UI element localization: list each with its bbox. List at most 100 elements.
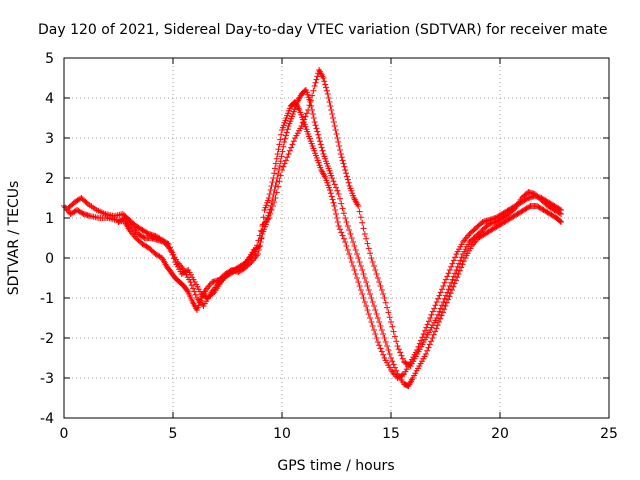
data-point <box>338 154 345 161</box>
data-point <box>320 75 327 81</box>
data-point <box>279 167 285 173</box>
data-point <box>442 303 449 309</box>
data-point <box>446 293 453 300</box>
data-point <box>425 344 432 351</box>
data-point <box>339 205 346 212</box>
data-point <box>330 178 337 185</box>
data-point <box>83 199 90 206</box>
data-point <box>339 232 346 239</box>
y-tick-label: 2 <box>45 171 54 187</box>
x-tick-label: 25 <box>600 426 618 442</box>
data-point <box>273 189 280 196</box>
data-point <box>333 215 340 221</box>
data-point <box>368 319 375 325</box>
y-tick-label: 3 <box>45 131 54 147</box>
data-point <box>440 283 447 289</box>
data-point <box>288 144 295 151</box>
data-point <box>352 247 359 253</box>
data-point <box>452 270 459 277</box>
data-point <box>325 95 332 101</box>
data-point <box>332 207 339 213</box>
x-tick-label: 5 <box>169 426 178 442</box>
data-point <box>359 267 366 273</box>
data-point <box>321 78 328 85</box>
data-point <box>290 138 297 145</box>
data-point <box>367 291 374 297</box>
data-point <box>303 110 310 117</box>
data-point <box>257 243 264 249</box>
data-point <box>254 242 261 249</box>
data-point <box>355 203 362 209</box>
data-point <box>440 299 447 305</box>
data-point <box>524 195 531 202</box>
data-point <box>376 319 383 325</box>
data-point <box>445 270 452 277</box>
data-point <box>346 251 353 257</box>
data-point <box>372 331 379 337</box>
data-point <box>453 267 460 273</box>
data-point <box>376 342 383 349</box>
data-point <box>330 119 337 125</box>
data-point <box>332 127 339 133</box>
data-point <box>364 240 371 247</box>
data-point <box>399 371 406 378</box>
data-point <box>255 251 262 257</box>
data-point <box>377 345 384 352</box>
data-point <box>282 157 289 164</box>
data-point <box>458 264 465 271</box>
data-point <box>344 176 351 183</box>
data-point <box>374 339 381 345</box>
data-point <box>140 234 147 241</box>
data-point <box>374 315 381 321</box>
data-point <box>271 170 278 177</box>
data-point <box>361 275 368 281</box>
data-point <box>192 291 199 298</box>
data-point <box>436 292 443 299</box>
data-point <box>558 211 565 217</box>
data-point <box>338 229 345 236</box>
data-point <box>338 200 345 207</box>
data-point <box>425 318 432 325</box>
data-point <box>437 315 444 322</box>
data-point <box>190 285 197 292</box>
data-point <box>357 214 364 221</box>
data-point <box>397 349 404 356</box>
data-point <box>289 141 296 148</box>
data-point <box>437 289 444 296</box>
data-point <box>436 308 443 315</box>
x-tick-label: 10 <box>273 426 291 442</box>
data-point <box>355 255 362 261</box>
data-point <box>380 351 387 358</box>
data-point <box>285 151 292 157</box>
data-point <box>357 287 364 293</box>
data-point <box>432 302 439 309</box>
data-point <box>272 195 279 201</box>
data-point <box>265 195 272 201</box>
data-point <box>365 311 372 317</box>
data-point <box>364 283 371 289</box>
data-point <box>420 331 427 337</box>
data-point <box>324 91 331 97</box>
y-tick-label: -2 <box>40 331 54 347</box>
data-point <box>331 203 338 209</box>
data-point <box>429 335 436 341</box>
data-point <box>368 255 375 261</box>
data-point <box>260 214 267 221</box>
x-axis-label: GPS time / hours <box>277 458 394 474</box>
data-point <box>341 163 348 170</box>
data-point <box>424 321 431 328</box>
data-point <box>361 299 368 305</box>
data-point <box>351 243 358 249</box>
data-point <box>314 73 321 80</box>
data-point <box>352 271 359 277</box>
data-point <box>342 239 349 245</box>
data-point <box>382 299 389 306</box>
data-point <box>286 147 293 154</box>
data-point <box>319 147 326 154</box>
y-axis-label: SDTVAR / TECUs <box>6 181 22 296</box>
series-branch-c <box>115 67 565 369</box>
data-point <box>187 279 194 285</box>
data-point <box>393 338 400 345</box>
series-branch-a <box>61 87 565 389</box>
